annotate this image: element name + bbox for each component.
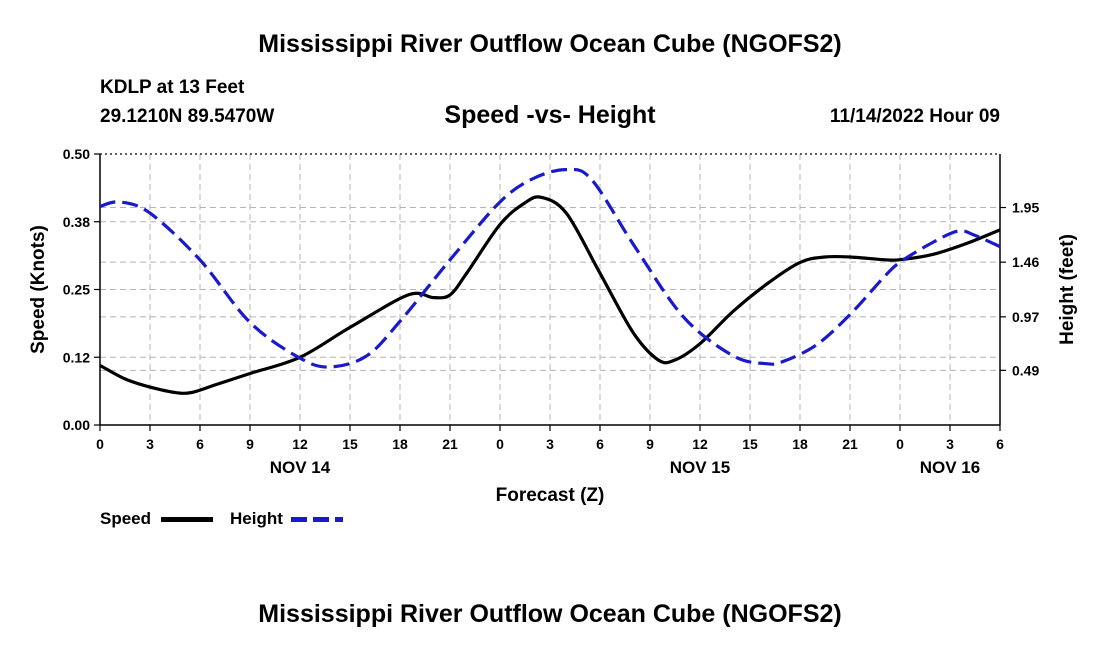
y2-tick-label: 0.97	[1012, 309, 1039, 325]
x-tick-label: 18	[792, 436, 808, 452]
x-tick-label: 21	[842, 436, 858, 452]
page-title: Mississippi River Outflow Ocean Cube (NG…	[258, 30, 842, 58]
x-tick-label: 12	[692, 436, 708, 452]
y-tick-label: 0.12	[63, 349, 90, 365]
x-tick-label: 12	[292, 436, 308, 452]
x-tick-label: 6	[596, 436, 604, 452]
y-axis-title-right: Height (feet)	[1057, 234, 1078, 345]
x-axis-title: Forecast (Z)	[496, 485, 605, 506]
forecast-datetime: 11/14/2022 Hour 09	[829, 106, 1000, 127]
x-tick-label: 9	[646, 436, 654, 452]
x-tick-label: 3	[946, 436, 954, 452]
x-tick-label: 3	[146, 436, 154, 452]
y-tick-label: 0.50	[63, 146, 90, 162]
legend-height-label: Height	[230, 509, 283, 528]
station-coords: 29.1210N 89.5470W	[100, 106, 275, 127]
y-tick-label: 0.00	[63, 417, 90, 433]
x-tick-label: 15	[742, 436, 758, 452]
station-name: KDLP at 13 Feet	[100, 77, 245, 98]
y2-tick-label: 1.46	[1012, 254, 1039, 270]
y2-tick-label: 1.95	[1012, 200, 1039, 216]
legend-speed-label: Speed	[100, 509, 152, 528]
series-line-height	[99, 167, 1001, 369]
x-tick-label: 3	[546, 436, 554, 452]
x-tick-label: 9	[246, 436, 254, 452]
y-tick-label: 0.25	[63, 282, 90, 298]
x-tick-label: 0	[496, 436, 504, 452]
x-day-label: NOV 15	[670, 458, 730, 477]
x-tick-label: 18	[392, 436, 408, 452]
y-tick-label: 0.38	[63, 214, 90, 230]
footer-title: Mississippi River Outflow Ocean Cube (NG…	[258, 600, 842, 628]
series-line-speed	[99, 195, 1001, 395]
x-tick-label: 6	[196, 436, 204, 452]
x-tick-label: 21	[442, 436, 458, 452]
legend-speed-swatch	[161, 517, 213, 522]
x-tick-label: 0	[96, 436, 104, 452]
chart-subtitle: Speed -vs- Height	[444, 101, 656, 129]
x-day-label: NOV 16	[920, 458, 980, 477]
x-tick-label: 15	[342, 436, 358, 452]
legend-height-swatch	[291, 517, 343, 522]
x-day-label: NOV 14	[270, 458, 331, 477]
x-tick-label: 6	[996, 436, 1004, 452]
y2-tick-label: 0.49	[1012, 362, 1039, 378]
x-tick-label: 0	[896, 436, 904, 452]
y-axis-title-left: Speed (Knots)	[28, 225, 49, 354]
